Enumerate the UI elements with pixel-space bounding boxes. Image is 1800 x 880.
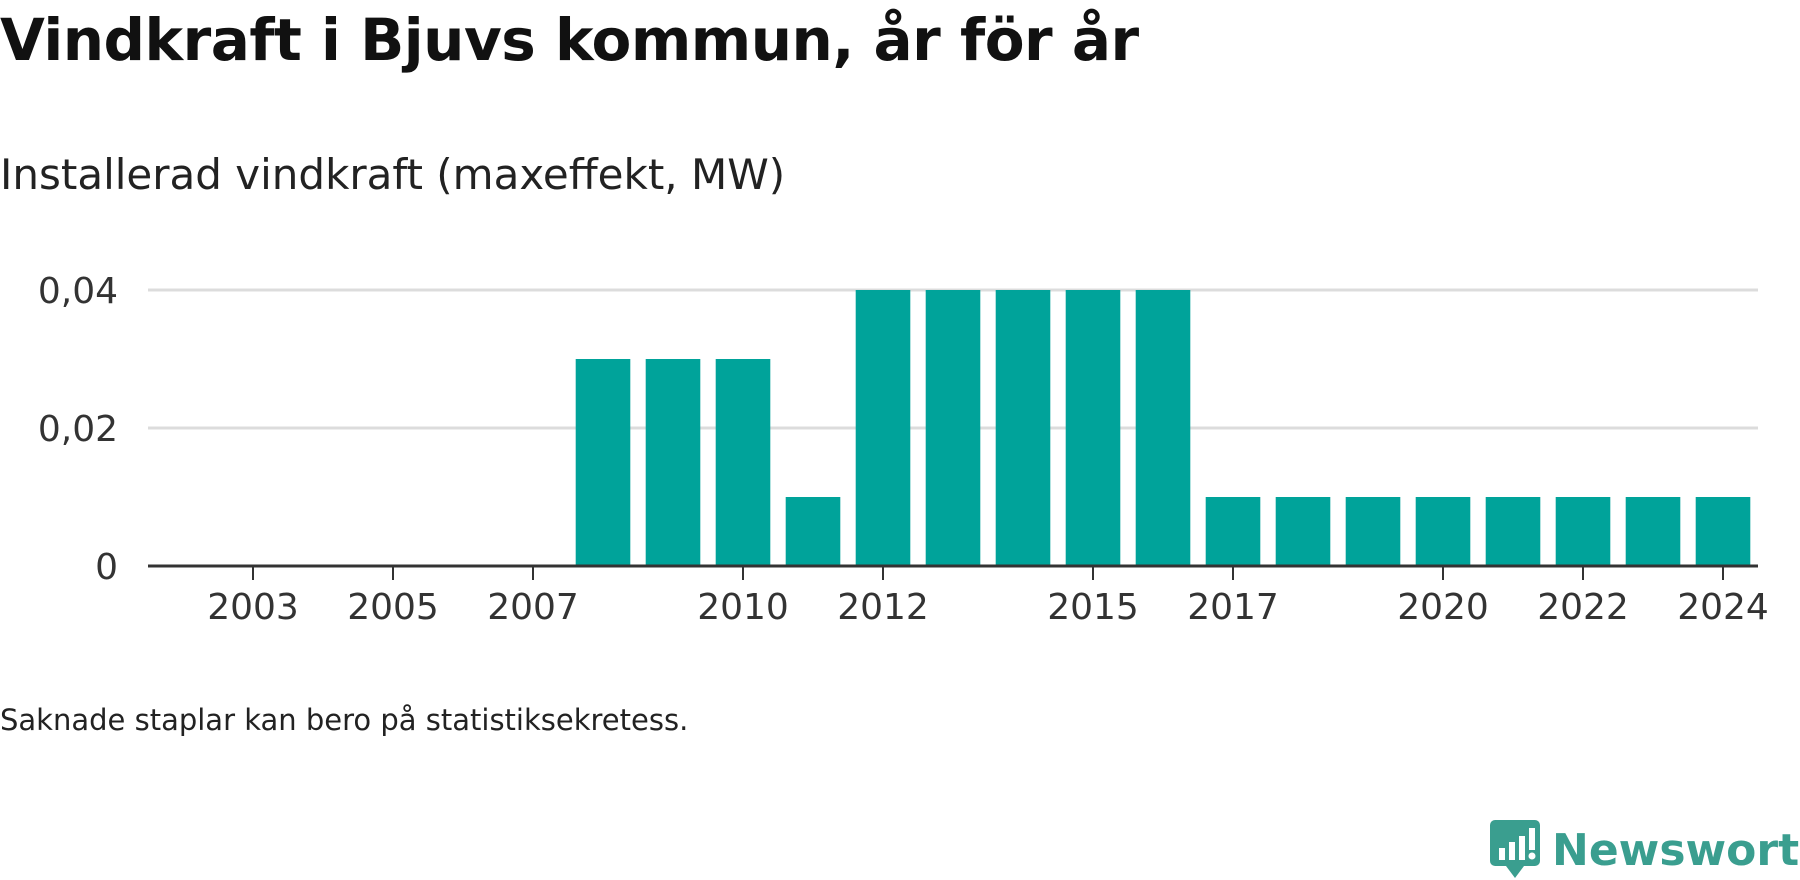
bar-chart: 00,020,04 2003 2005 2007 2010 2012 2015 2017 20… <box>38 271 1769 628</box>
footnote: Saknade staplar kan bero på statistiksek… <box>0 703 689 737</box>
x-tick-label: 2003 <box>207 587 299 628</box>
bar-2009 <box>645 359 701 566</box>
x-tick-label: 2022 <box>1537 587 1629 628</box>
bar-2014 <box>995 290 1051 566</box>
bar-2013 <box>925 290 981 566</box>
x-axis: 2003 2005 2007 2010 2012 2015 2017 2020 2022 2024 <box>148 564 1769 628</box>
bar-2015 <box>1065 290 1121 566</box>
bar-2008 <box>575 359 631 566</box>
bars <box>575 290 1751 566</box>
bar-2020 <box>1415 497 1471 566</box>
bar-2018 <box>1275 497 1331 566</box>
bar-2011 <box>785 497 841 566</box>
bar-2010 <box>715 359 771 566</box>
chart-title: Vindkraft i Bjuvs kommun, år för år <box>0 6 1139 74</box>
x-tick-label: 2024 <box>1677 587 1769 628</box>
bar-2016 <box>1135 290 1191 566</box>
bar-2023 <box>1625 497 1681 566</box>
y-tick-label: 0 <box>95 547 118 588</box>
newsworthy-logo-icon <box>1490 820 1540 878</box>
y-tick-label: 0,02 <box>38 409 118 450</box>
bar-2021 <box>1485 497 1541 566</box>
bar-2024 <box>1695 497 1751 566</box>
y-axis-labels: 0 0,02 0,04 <box>38 271 118 588</box>
y-tick-label: 0,04 <box>38 271 118 312</box>
x-tick-label: 2020 <box>1397 587 1489 628</box>
x-tick-label: 2015 <box>1047 587 1139 628</box>
x-tick-label: 2017 <box>1187 587 1279 628</box>
brand-logo: Newsworthy <box>1490 820 1800 880</box>
brand-name: Newsworthy <box>1552 824 1800 876</box>
x-tick-label: 2010 <box>697 587 789 628</box>
x-tick-label: 2005 <box>347 587 439 628</box>
x-tick-label: 2007 <box>487 587 579 628</box>
bar-2017 <box>1205 497 1261 566</box>
bar-2019 <box>1345 497 1401 566</box>
chart-subtitle: Installerad vindkraft (maxeffekt, MW) <box>0 150 786 199</box>
bar-2022 <box>1555 497 1611 566</box>
bar-2012 <box>855 290 911 566</box>
x-tick-label: 2012 <box>837 587 929 628</box>
